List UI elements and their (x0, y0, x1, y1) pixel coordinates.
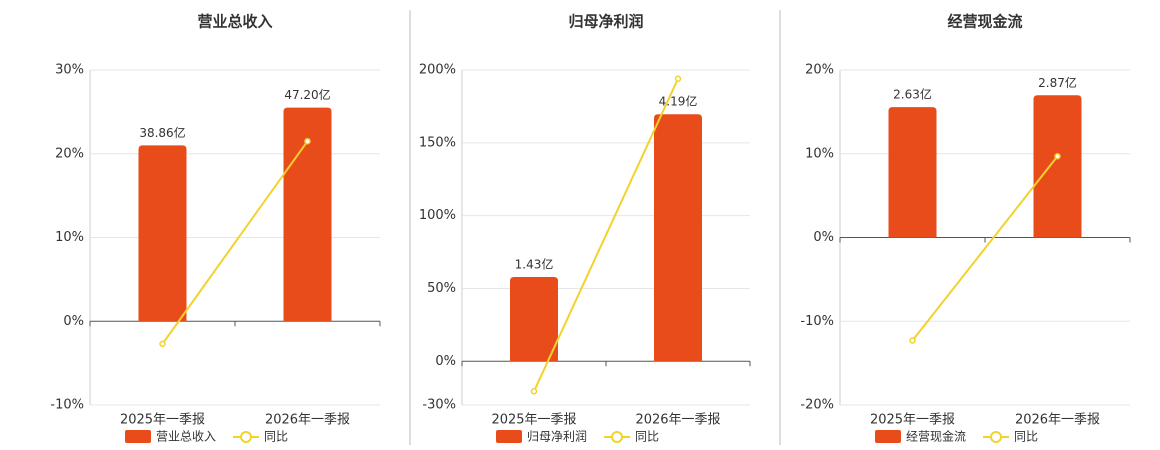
bar (283, 107, 332, 322)
line-point (1054, 153, 1061, 160)
chart-title: 归母净利润 (568, 13, 643, 31)
legend-marker (240, 431, 253, 443)
legend-label: 同比 (635, 430, 659, 444)
line-point (674, 75, 682, 82)
line (161, 140, 309, 345)
legend-label: 同比 (264, 430, 288, 444)
y-tick-label: -20% (800, 398, 834, 413)
data-label: 2.87亿 (1038, 75, 1077, 90)
y-tick-label: 0% (63, 314, 84, 329)
line-point (530, 388, 538, 395)
bar (654, 114, 702, 362)
x-tick-label: 2026年一季报 (635, 413, 720, 428)
y-tick-label: 100% (419, 208, 456, 223)
data-label: 38.86亿 (139, 125, 185, 140)
y-tick-label: 10% (805, 146, 834, 161)
line (911, 155, 1059, 342)
y-tick-label: -30% (422, 398, 456, 413)
chart-title: 营业总收入 (197, 13, 272, 31)
legend-swatch (875, 430, 901, 443)
y-tick-label: 20% (805, 63, 834, 78)
legend-label: 营业总收入 (156, 430, 216, 444)
line (533, 78, 679, 392)
bar (1033, 95, 1082, 238)
data-label: 1.43亿 (515, 257, 554, 272)
x-tick-label: 2025年一季报 (120, 413, 205, 428)
legend-marker (990, 431, 1003, 443)
y-tick-label: 150% (419, 135, 456, 150)
x-tick-label: 2025年一季报 (870, 413, 955, 428)
y-tick-label: 50% (427, 281, 456, 296)
line-point (304, 137, 311, 145)
y-tick-label: 0% (435, 354, 456, 369)
data-label: 2.63亿 (893, 87, 932, 102)
bar (138, 145, 187, 322)
y-tick-label: 200% (419, 63, 456, 78)
line-point (159, 340, 166, 348)
x-tick-label: 2025年一季报 (491, 413, 576, 428)
y-tick-label: -10% (50, 398, 84, 413)
line-point (909, 337, 916, 344)
x-tick-label: 2026年一季报 (265, 413, 350, 428)
bar (888, 107, 937, 238)
legend-label: 同比 (1014, 430, 1038, 444)
legend-label: 归母净利润 (527, 430, 587, 444)
legend-swatch (496, 430, 522, 443)
y-tick-label: 10% (55, 230, 84, 245)
y-tick-label: 30% (55, 63, 84, 78)
y-tick-label: -10% (800, 314, 834, 329)
bar (510, 277, 558, 362)
legend-swatch (125, 430, 151, 443)
legend-marker (611, 431, 624, 443)
legend-label: 经营现金流 (906, 429, 966, 444)
data-label: 47.20亿 (284, 87, 330, 102)
y-tick-label: 20% (55, 146, 84, 161)
x-tick-label: 2026年一季报 (1015, 413, 1100, 428)
chart-title: 经营现金流 (947, 13, 1022, 31)
y-tick-label: 0% (813, 230, 834, 245)
